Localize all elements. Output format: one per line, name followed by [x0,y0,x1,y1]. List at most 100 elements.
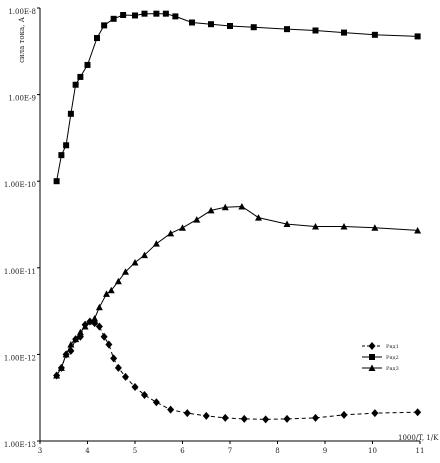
data-point [114,363,122,372]
data-point [91,314,99,322]
legend-label: Ряд3 [386,366,399,372]
legend-marker [368,364,376,371]
data-point [283,414,291,423]
y-axis-ticks: 1.00E-8 1.00E-9 1.00E-10 1.00E-11 1.00E-12 1.… [4,7,40,449]
data-point [153,10,160,17]
data-point [101,22,108,29]
data-point [84,61,91,68]
legend-label: Ряд1 [386,344,399,350]
legend-label: Ряд2 [386,355,399,361]
series-3 [53,203,422,379]
data-point [67,110,74,117]
series-1 [53,317,422,424]
data-point [250,24,257,31]
data-point [72,81,79,88]
data-point [207,206,215,214]
x-tick-label: 6 [180,447,185,455]
data-point [208,21,214,28]
legend: Ряд1 Ряд2 Ряд3 [362,342,399,372]
x-tick-label: 11 [416,447,425,455]
data-point [76,328,84,336]
data-point [95,322,103,331]
legend-item: Ряд2 [362,354,399,361]
x-axis-ticks: 3 4 5 6 7 8 9 10 11 [38,441,425,455]
x-axis-label: 1000/T, 1/K [398,434,439,442]
series-2 [53,10,421,185]
data-point [179,224,186,231]
legend-item: Ряд3 [362,364,399,372]
data-point [167,229,175,237]
data-point [414,33,421,40]
x-tick-label: 3 [38,447,42,455]
data-point [81,322,89,330]
data-point [141,390,148,399]
data-point [162,10,169,17]
data-point [141,10,148,17]
legend-item: Ряд1 [362,342,399,350]
data-point [72,335,80,343]
series-layer [53,10,422,424]
data-point [132,12,138,19]
data-point [58,152,65,159]
data-point [120,12,127,19]
y-tick-label: 1.00E-8 [8,8,36,16]
data-point [312,27,319,34]
data-point [110,354,118,363]
data-point [371,224,379,231]
data-point [114,277,122,285]
data-point [103,290,110,297]
data-point [240,414,248,423]
data-point [183,409,191,418]
data-point [284,26,290,33]
data-point [202,411,210,420]
legend-marker [368,342,376,350]
data-point [57,364,65,371]
data-point [122,268,129,275]
data-point [77,73,84,80]
data-point [95,303,103,311]
y-axis-label: сила тока, А [18,16,26,63]
y-tick-label: 1.00E-13 [4,441,36,449]
data-point [105,340,113,349]
data-point [131,259,139,266]
data-point [414,226,422,234]
data-point [221,413,229,422]
data-point [172,13,179,20]
y-tick-label: 1.00E-11 [4,268,36,276]
series-line [56,320,418,420]
series-line [56,13,418,182]
x-tick-label: 4 [85,447,90,455]
data-point [340,410,348,419]
data-point [312,222,319,230]
legend-marker [369,354,375,360]
data-point [86,317,94,325]
data-point [227,22,233,29]
data-point [122,372,129,381]
x-tick-label: 10 [368,447,377,455]
data-point [141,251,148,259]
data-point [221,203,229,211]
data-point [193,216,201,223]
data-point [312,413,319,422]
data-point [167,405,175,414]
data-point [341,29,347,36]
x-tick-label: 7 [228,447,232,455]
data-point [340,222,348,230]
data-point [189,19,195,26]
y-tick-label: 1.00E-10 [4,181,36,189]
data-point [53,372,61,379]
data-point [110,15,117,22]
data-point [107,286,115,294]
data-point [152,240,160,247]
data-point [238,203,246,210]
x-tick-label: 9 [323,447,327,455]
data-point [100,332,108,341]
y-tick-label: 1.00E-12 [4,354,36,362]
data-point [53,178,60,185]
data-point [94,35,100,42]
x-tick-label: 5 [133,447,137,455]
x-tick-label: 8 [275,447,279,455]
data-point [283,220,291,228]
data-point [152,398,160,407]
data-point [371,409,379,418]
